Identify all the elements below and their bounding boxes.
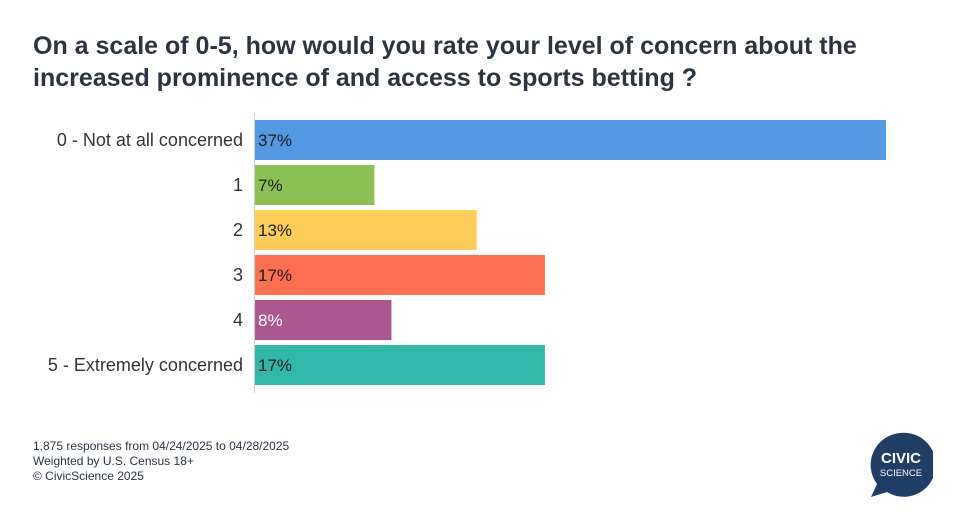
logo-text-science: SCIENCE — [880, 468, 922, 479]
value-label-2: 13% — [258, 221, 292, 240]
value-label-5: 17% — [258, 356, 292, 375]
category-label-5: 5 - Extremely concerned — [48, 355, 243, 375]
footer-responses: 1,875 responses from 04/24/2025 to 04/28… — [33, 439, 290, 453]
logo-text-civic: CIVIC — [881, 450, 921, 467]
logo-bubble — [870, 432, 933, 497]
category-label-1: 1 — [233, 175, 243, 195]
value-label-3: 17% — [258, 266, 292, 285]
footer-weighting: Weighted by U.S. Census 18+ — [33, 454, 194, 468]
chart-footer: 1,875 responses from 04/24/2025 to 04/28… — [33, 439, 289, 484]
value-label-1: 7% — [258, 176, 283, 195]
category-label-4: 4 — [233, 310, 243, 330]
bar-5 — [255, 345, 545, 385]
category-label-0: 0 - Not at all concerned — [57, 130, 243, 150]
footer-copyright: © CivicScience 2025 — [33, 469, 144, 483]
bar-3 — [255, 255, 545, 295]
bar-4 — [255, 300, 392, 340]
category-label-2: 2 — [233, 220, 243, 240]
chart-title: On a scale of 0-5, how would you rate yo… — [33, 32, 857, 92]
bar-1 — [255, 165, 375, 205]
category-label-3: 3 — [233, 265, 243, 285]
bar-0 — [255, 120, 886, 160]
bar-2 — [255, 210, 477, 250]
civicscience-logo: CIVIC SCIENCE — [870, 432, 933, 497]
value-label-0: 37% — [258, 131, 292, 150]
value-label-4: 8% — [258, 311, 283, 330]
